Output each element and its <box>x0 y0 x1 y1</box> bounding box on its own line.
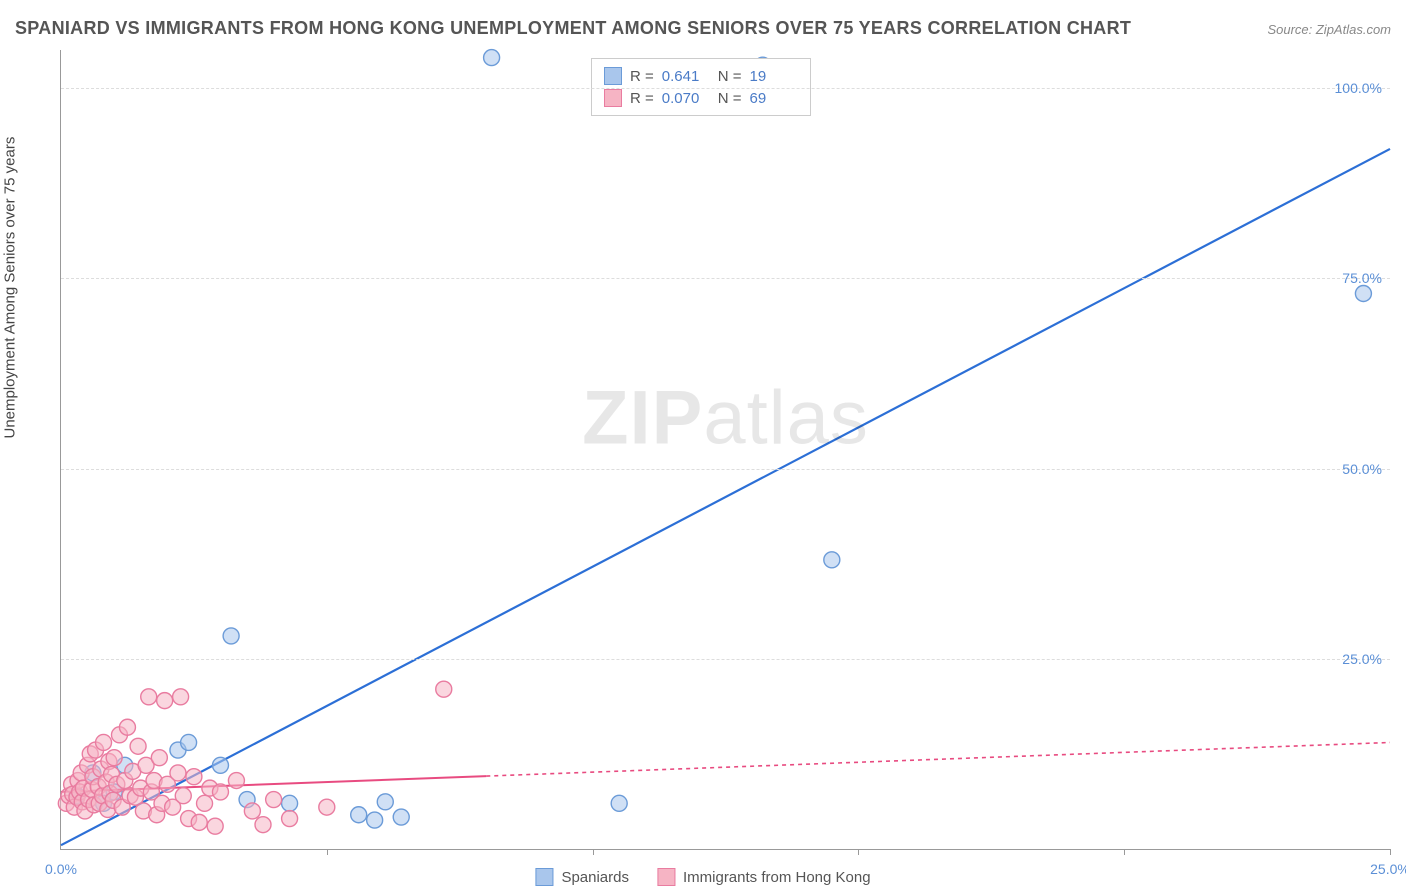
data-point <box>191 814 207 830</box>
data-point <box>157 693 173 709</box>
data-point <box>119 719 135 735</box>
x-tick <box>327 849 328 855</box>
data-point <box>367 812 383 828</box>
r-label: R = <box>630 90 654 107</box>
data-point <box>186 769 202 785</box>
chart-svg <box>61 50 1390 849</box>
data-point <box>170 765 186 781</box>
data-point <box>282 795 298 811</box>
data-point <box>611 795 627 811</box>
r-value: 0.641 <box>662 68 710 85</box>
y-tick-label: 75.0% <box>1342 270 1382 286</box>
data-point <box>484 50 500 66</box>
x-tick-label: 0.0% <box>45 861 77 877</box>
data-point <box>824 552 840 568</box>
data-point <box>319 799 335 815</box>
legend-swatch <box>657 868 675 886</box>
data-point <box>151 750 167 766</box>
data-point <box>181 734 197 750</box>
data-point <box>106 750 122 766</box>
stats-row: R = 0.641 N = 19 <box>604 65 798 87</box>
data-point <box>436 681 452 697</box>
data-point <box>1355 286 1371 302</box>
legend-swatch <box>535 868 553 886</box>
y-tick-label: 25.0% <box>1342 651 1382 667</box>
stats-row: R = 0.070 N = 69 <box>604 87 798 109</box>
legend-label: Immigrants from Hong Kong <box>683 869 871 886</box>
legend-swatch <box>604 67 622 85</box>
x-tick <box>593 849 594 855</box>
plot-area: ZIPatlas R =0.641N =19R =0.070N =69 25.0… <box>60 50 1390 850</box>
data-point <box>175 788 191 804</box>
n-label: N = <box>718 68 742 85</box>
x-tick <box>1124 849 1125 855</box>
data-point <box>266 792 282 808</box>
bottom-legend: Spaniards Immigrants from Hong Kong <box>535 868 870 886</box>
data-point <box>212 757 228 773</box>
n-value: 69 <box>750 90 798 107</box>
data-point <box>130 738 146 754</box>
n-value: 19 <box>750 68 798 85</box>
legend-item: Spaniards <box>535 868 629 886</box>
data-point <box>282 811 298 827</box>
data-point <box>244 803 260 819</box>
data-point <box>255 817 271 833</box>
gridline-h <box>61 659 1390 660</box>
legend-label: Spaniards <box>561 869 629 886</box>
gridline-h <box>61 469 1390 470</box>
n-label: N = <box>718 90 742 107</box>
data-point <box>141 689 157 705</box>
legend-swatch <box>604 89 622 107</box>
y-axis-label: Unemployment Among Seniors over 75 years <box>2 137 19 439</box>
x-tick-label: 25.0% <box>1370 861 1406 877</box>
r-value: 0.070 <box>662 90 710 107</box>
data-point <box>96 734 112 750</box>
r-label: R = <box>630 68 654 85</box>
y-tick-label: 100.0% <box>1335 80 1382 96</box>
stats-legend-box: R = 0.641 N = 19 R = 0.070 N = 69 <box>591 58 811 116</box>
gridline-h <box>61 88 1390 89</box>
gridline-h <box>61 278 1390 279</box>
source-attribution: Source: ZipAtlas.com <box>1267 22 1391 37</box>
y-tick-label: 50.0% <box>1342 461 1382 477</box>
data-point <box>207 818 223 834</box>
x-tick <box>1390 849 1391 855</box>
trend-line-dashed <box>486 742 1390 776</box>
title-bar: SPANIARD VS IMMIGRANTS FROM HONG KONG UN… <box>15 18 1391 39</box>
data-point <box>197 795 213 811</box>
data-point <box>223 628 239 644</box>
data-point <box>228 773 244 789</box>
data-point <box>377 794 393 810</box>
chart-title: SPANIARD VS IMMIGRANTS FROM HONG KONG UN… <box>15 18 1131 39</box>
data-point <box>351 807 367 823</box>
data-point <box>393 809 409 825</box>
data-point <box>212 784 228 800</box>
data-point <box>173 689 189 705</box>
legend-item: Immigrants from Hong Kong <box>657 868 871 886</box>
trend-line <box>61 149 1390 845</box>
x-tick <box>858 849 859 855</box>
